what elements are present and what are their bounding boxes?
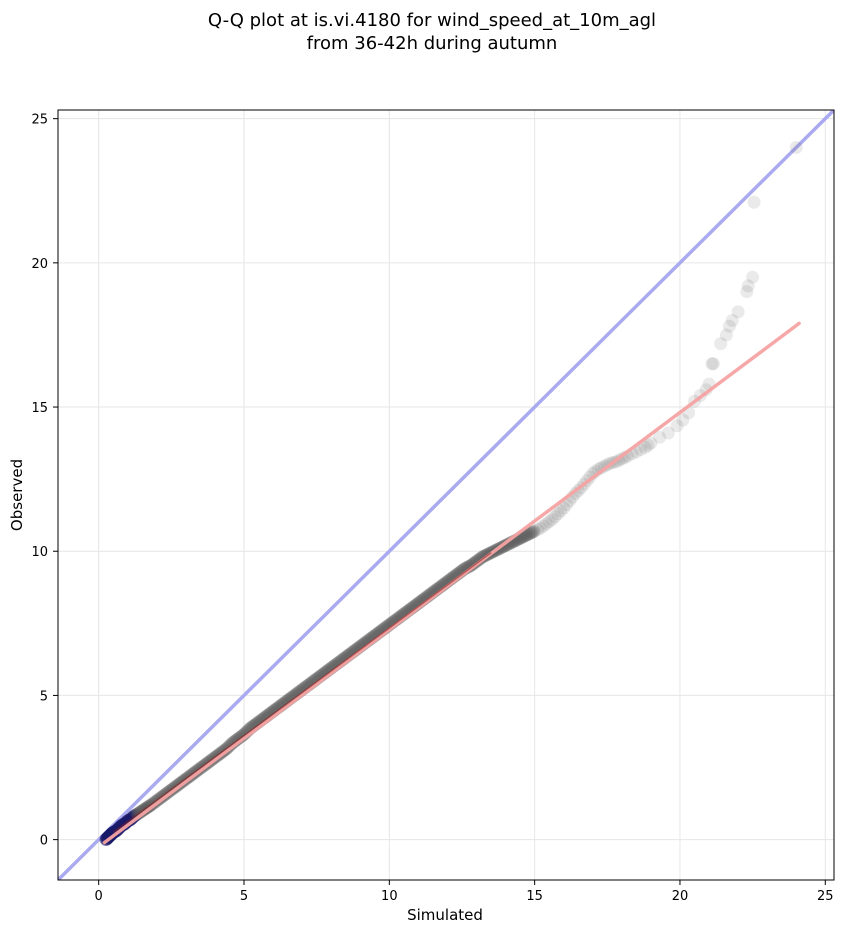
y-tick-label-1: 5: [40, 689, 48, 704]
data-point-413: [536, 519, 550, 533]
data-point-358: [467, 556, 481, 570]
data-point-449: [653, 430, 667, 444]
data-point-354: [463, 559, 477, 573]
data-point-414: [539, 517, 553, 531]
fit-line-dense-overlay: [112, 552, 492, 834]
data-point-412: [533, 521, 547, 535]
data-point-411: [531, 523, 545, 537]
y-axis-label: Observed: [8, 459, 26, 531]
x-tick-label-3: 15: [526, 889, 543, 904]
data-point-468: [747, 195, 761, 209]
data-point-416: [545, 513, 559, 527]
data-point-405: [522, 527, 536, 541]
x-tick-label-5: 25: [817, 889, 834, 904]
x-tick-label-0: 0: [95, 889, 103, 904]
data-point-451: [670, 419, 684, 433]
fit-line: [102, 321, 801, 845]
data-point-359: [468, 555, 482, 569]
y-tick-label-3: 15: [31, 401, 48, 416]
data-point-452: [676, 413, 690, 427]
x-axis-label: Simulated: [407, 906, 483, 924]
reference-line: [58, 110, 834, 880]
data-point-415: [542, 515, 556, 529]
chart-title: Q-Q plot at is.vi.4180 for wind_speed_at…: [208, 10, 656, 31]
data-point-460: [714, 337, 728, 351]
data-point-418: [551, 507, 565, 521]
data-point-419: [554, 504, 568, 518]
data-point-459: [706, 357, 720, 371]
data-point-461: [719, 328, 733, 342]
data-point-407: [524, 526, 538, 540]
data-point-448: [644, 436, 658, 450]
data-point-447: [641, 438, 655, 452]
data-point-360: [470, 554, 484, 568]
data-point-420: [557, 501, 571, 515]
data-point-456: [699, 383, 713, 397]
data-point-467: [746, 270, 760, 284]
x-tick-label-4: 20: [672, 889, 689, 904]
data-point-403: [520, 528, 534, 542]
plot-area: 0 5 10 15 20 25 0 5 10 15 20 25: [31, 109, 835, 904]
data-point-469: [789, 140, 803, 154]
data-point-409: [526, 525, 540, 539]
data-point-404: [521, 528, 535, 542]
data-point-364: [474, 551, 488, 565]
data-point-440: [615, 452, 629, 466]
data-point-363: [473, 552, 487, 566]
x-tick-label-1: 5: [240, 889, 248, 904]
data-point-406: [523, 526, 537, 540]
y-tick-label-5: 25: [31, 113, 48, 128]
y-tick-label-4: 20: [31, 257, 48, 272]
data-point-463: [725, 314, 739, 328]
chart-subtitle: from 36-42h during autumn: [307, 33, 558, 54]
data-point-466: [741, 279, 755, 293]
data-point-361: [471, 553, 485, 567]
data-point-446: [638, 440, 652, 454]
x-tick-label-2: 10: [381, 889, 398, 904]
y-tick-label-2: 10: [31, 545, 48, 560]
plot-frame: [57, 109, 835, 881]
data-point-464: [731, 305, 745, 319]
data-point-408: [525, 525, 539, 539]
data-point-365: [475, 550, 489, 564]
data-point-410: [528, 524, 542, 538]
data-point-465: [740, 285, 754, 299]
data-point-458: [705, 357, 719, 371]
data-point-417: [548, 510, 562, 524]
data-point-450: [661, 426, 675, 440]
data-point-356: [465, 558, 479, 572]
data-point-355: [464, 559, 478, 573]
y-tick-label-0: 0: [40, 834, 48, 849]
data-point-362: [472, 553, 486, 567]
data-point-357: [466, 557, 480, 571]
data-point-387: [501, 537, 515, 551]
data-point-462: [722, 319, 736, 333]
